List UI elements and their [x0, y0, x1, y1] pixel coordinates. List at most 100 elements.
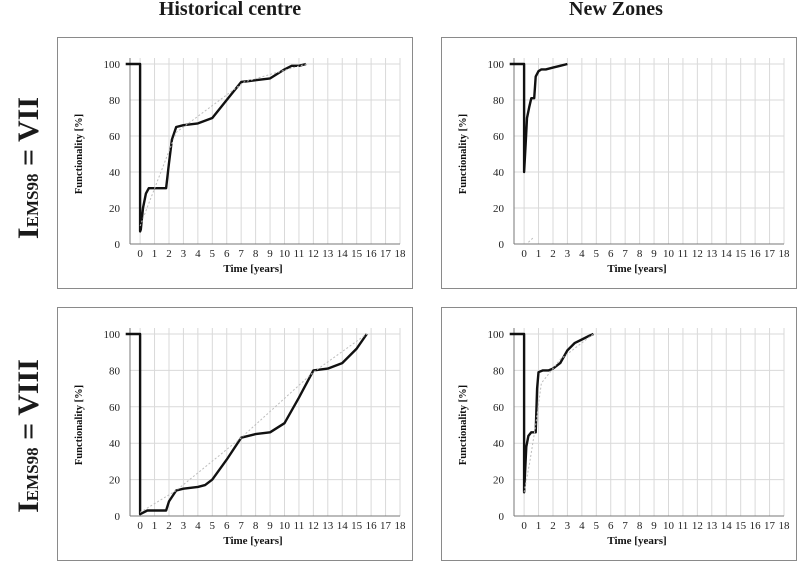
x-tick-label: 13	[706, 248, 718, 260]
y-tick-label: 20	[109, 475, 121, 487]
chart-panel-historical-vii: 0 1 2 3 4 5 6 7 8 9 10 11 12 13 14 15 16 17 18 0 20 40 60 80 100…	[57, 37, 413, 289]
y-tick-label: 80	[109, 365, 121, 377]
x-tick-label: 4	[195, 248, 201, 260]
x-tick-label: 6	[608, 520, 614, 532]
gridlines	[130, 328, 401, 517]
y-tick-label: 100	[488, 329, 505, 341]
y-tick-label: 80	[493, 95, 505, 107]
x-tick-label: 15	[351, 520, 363, 532]
row-label-viii: IEMS98 = VIII	[12, 336, 50, 536]
x-tick-label: 0	[521, 248, 527, 260]
x-tick-label: 15	[735, 520, 747, 532]
y-tick-label: 0	[115, 511, 121, 523]
chart-svg: 0 1 2 3 4 5 6 7 8 9 10 11 12 13 14 15 16 17 18020406080100…	[74, 328, 407, 547]
chart-svg: 0 1 2 3 4 5 6 7 8 9 10 11 12 13 14 15 16 17 18020406080100…	[74, 58, 407, 275]
x-tick-label: 4	[579, 520, 585, 532]
x-tick-label: 8	[637, 248, 643, 260]
row-label-vii-main: I	[12, 227, 45, 240]
x-tick-label: 6	[224, 520, 230, 532]
x-tick-label: 5	[594, 520, 600, 532]
y-tick-label: 20	[493, 475, 505, 487]
row-label-vii-rest: = VII	[12, 96, 45, 174]
x-tick-label: 7	[622, 520, 628, 532]
x-tick-label: 14	[721, 248, 733, 260]
x-tick-label: 6	[224, 248, 230, 260]
y-axis-label: Functionality [%]	[74, 385, 85, 465]
x-tick-label: 4	[195, 520, 201, 532]
x-tick-label: 9	[651, 520, 657, 532]
x-axis-label: Time [years]	[607, 263, 666, 275]
y-axis-label: Functionality [%]	[458, 114, 469, 194]
x-tick-label: 16	[366, 248, 378, 260]
chart-panel-newzones-vii: 0 1 2 3 4 5 6 7 8 9 10 11 12 13 14 15 16 17 18 0 20 40 60 80 100…	[441, 37, 797, 289]
y-tick-label: 60	[109, 131, 121, 143]
x-tick-label: 7	[622, 248, 628, 260]
x-tick-label: 7	[238, 520, 244, 532]
x-tick-label: 6	[608, 248, 614, 260]
row-label-viii-sub: EMS98	[23, 447, 42, 502]
x-tick-label: 3	[565, 520, 571, 532]
x-tick-label: 8	[637, 520, 643, 532]
x-tick-label: 18	[395, 248, 407, 260]
y-tick-label: 20	[493, 203, 505, 215]
x-tick-label: 9	[267, 248, 273, 260]
y-axis-label: Functionality [%]	[74, 114, 85, 194]
x-tick-label: 13	[322, 248, 334, 260]
row-label-viii-main: I	[12, 501, 45, 513]
x-tick-label: 12	[692, 520, 703, 532]
header-historical-centre: Historical centre	[158, 0, 302, 20]
x-tick-label: 16	[750, 520, 762, 532]
y-tick-label: 80	[493, 365, 505, 377]
trend-line	[139, 333, 368, 513]
x-tick-label: 0	[521, 520, 527, 532]
x-tick-label: 8	[253, 248, 259, 260]
x-tick-label: 11	[294, 520, 305, 532]
x-tick-label: 17	[764, 248, 776, 260]
gridlines	[514, 58, 785, 245]
y-tick-label: 0	[499, 239, 505, 251]
x-tick-label: 7	[238, 248, 244, 260]
x-tick-label: 12	[308, 248, 319, 260]
x-tick-label: 0	[137, 248, 143, 260]
x-tick-label: 3	[181, 248, 187, 260]
recovery-curve	[509, 332, 594, 494]
x-tick-label: 18	[395, 520, 407, 532]
x-tick-label: 11	[294, 248, 305, 260]
chart-svg: 0 1 2 3 4 5 6 7 8 9 10 11 12 13 14 15 16 17 18020406080100…	[458, 328, 790, 547]
row-label-vii: IEMS98 = VII	[12, 78, 50, 258]
y-tick-label: 40	[109, 167, 121, 179]
x-axis-label: Time [years]	[223, 535, 282, 547]
x-tick-label: 11	[678, 248, 689, 260]
x-tick-label: 17	[380, 520, 392, 532]
x-tick-label: 15	[735, 248, 747, 260]
chart-svg: 0 1 2 3 4 5 6 7 8 9 10 11 12 13 14 15 16 17 18020406080100…	[458, 58, 790, 275]
x-axis-label: Time [years]	[607, 535, 666, 547]
y-tick-label: 40	[493, 438, 505, 450]
x-tick-label: 14	[337, 520, 349, 532]
y-tick-label: 0	[499, 511, 505, 523]
x-tick-label: 16	[750, 248, 762, 260]
x-tick-label: 14	[721, 520, 733, 532]
x-tick-label: 10	[663, 248, 675, 260]
row-label-viii-rest: = VIII	[12, 359, 45, 448]
x-axis-label: Time [years]	[223, 263, 282, 275]
x-tick-label: 3	[181, 520, 187, 532]
x-tick-label: 0	[137, 520, 143, 532]
x-tick-label: 15	[351, 248, 363, 260]
x-tick-label: 12	[308, 520, 319, 532]
y-tick-label: 40	[109, 438, 121, 450]
y-tick-label: 40	[493, 167, 505, 179]
x-tick-label: 12	[692, 248, 703, 260]
x-tick-label: 10	[279, 520, 291, 532]
y-tick-label: 60	[109, 402, 121, 414]
x-tick-label: 1	[152, 248, 158, 260]
x-tick-label: 13	[706, 520, 718, 532]
x-tick-label: 1	[536, 248, 542, 260]
y-tick-label: 0	[115, 239, 121, 251]
x-tick-label: 8	[253, 520, 259, 532]
recovery-curve	[125, 62, 307, 233]
x-tick-label: 14	[337, 248, 349, 260]
gridlines	[130, 58, 401, 245]
x-tick-label: 4	[579, 248, 585, 260]
x-tick-label: 9	[651, 248, 657, 260]
